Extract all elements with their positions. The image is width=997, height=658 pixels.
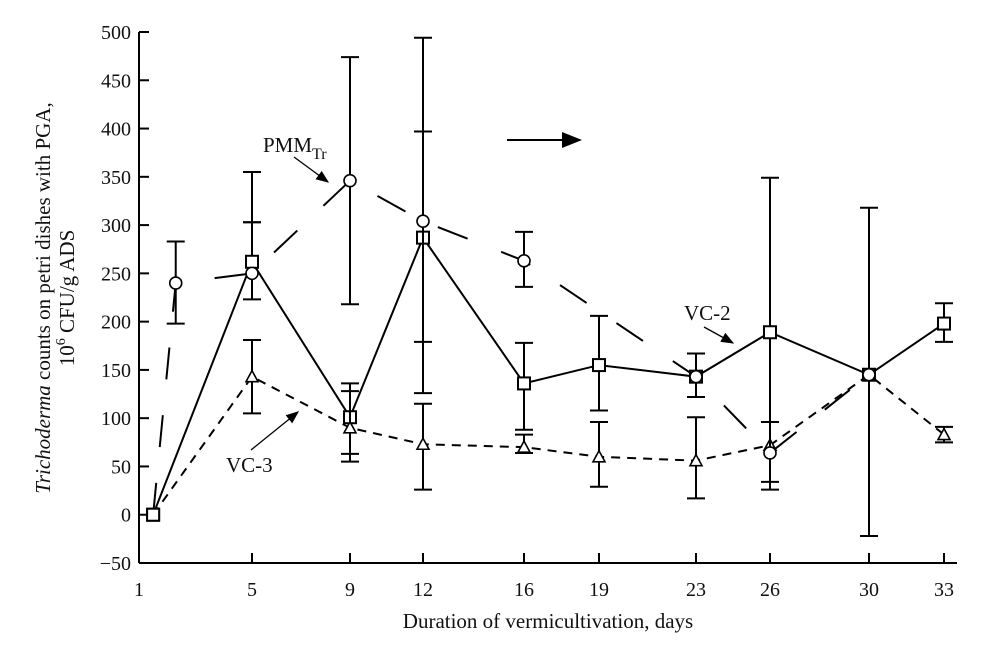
x-tick-label: 19 xyxy=(589,579,609,601)
y-axis-unit-exponent: 6 xyxy=(54,338,69,345)
series-vc-3 xyxy=(152,338,953,516)
marker-circle xyxy=(517,254,531,268)
marker-triangle xyxy=(591,449,607,463)
y-tick-label: 200 xyxy=(101,312,131,334)
y-tick-label: 50 xyxy=(111,456,131,478)
marker-triangle xyxy=(688,452,704,467)
marker-circle xyxy=(343,173,357,188)
axes: −50 0 50 100 150 200 250 300 350 400 450 500 1 5 9 12 16… xyxy=(100,22,957,601)
marker-circle xyxy=(689,369,703,384)
vc-2-arrow xyxy=(703,326,735,344)
series-layer xyxy=(146,36,953,537)
vc-3-arrow xyxy=(250,411,300,451)
y-tick-label: 100 xyxy=(101,408,131,430)
y-axis-title-italic: Trichoderma xyxy=(31,385,55,494)
marker-circle xyxy=(168,276,183,290)
x-tick-label: 30 xyxy=(859,579,879,601)
y-tick-label: 500 xyxy=(101,22,131,44)
y-tick-label: 450 xyxy=(101,70,131,92)
label-pmm-subscript: Tr xyxy=(312,146,327,163)
marker-triangle xyxy=(244,368,260,383)
series-line xyxy=(152,235,945,516)
marker-square xyxy=(763,325,777,340)
y-axis-title: Trichoderma counts on petri dishes with … xyxy=(31,102,79,493)
x-axis-title: Duration of vermicultivation, days xyxy=(403,609,693,633)
series-line xyxy=(152,373,945,516)
marker-square xyxy=(245,254,259,269)
marker-circle xyxy=(245,266,259,281)
marker-square xyxy=(592,358,606,373)
label-vc-2: VC-2 xyxy=(684,301,731,325)
x-tick-label: 26 xyxy=(760,579,780,601)
marker-square xyxy=(146,507,161,522)
marker-triangle xyxy=(342,420,358,434)
y-tick-label: 400 xyxy=(101,119,131,141)
y-tick-label: 300 xyxy=(101,215,131,237)
label-pmm-tr: PMMTr xyxy=(263,133,327,163)
x-tick-label: 12 xyxy=(413,579,433,601)
y-tick-label: 250 xyxy=(101,263,131,285)
series-pmm-tr xyxy=(152,56,876,515)
x-tick-label: 33 xyxy=(934,579,954,601)
marker-square xyxy=(517,376,531,391)
y-tick-label: 350 xyxy=(101,167,131,189)
marker-triangle xyxy=(936,426,952,441)
y-tick-label: −50 xyxy=(100,553,131,575)
marker-circle xyxy=(763,446,777,460)
annotations: PMMTr VC-2 VC-3 xyxy=(226,132,735,477)
y-tick-label: 150 xyxy=(101,360,131,382)
marker-square xyxy=(937,316,951,331)
y-axis-unit-suffix: CFU/g ADS xyxy=(55,230,79,339)
marker-circle xyxy=(416,214,430,229)
x-tick-label: 5 xyxy=(247,579,257,601)
x-tick-label: 9 xyxy=(345,579,355,601)
pmm-arrow xyxy=(293,156,330,183)
x-tick-label: 1 xyxy=(134,579,144,601)
marker-triangle xyxy=(415,436,431,451)
y-axis-title-rest: counts on petri dishes with PGA, xyxy=(31,102,55,385)
label-pmm-base: PMM xyxy=(263,133,312,157)
y-tick-label: 0 xyxy=(121,505,131,527)
series-line xyxy=(152,179,870,515)
y-axis-title-line1: Trichoderma counts on petri dishes with … xyxy=(31,102,55,493)
label-vc-3: VC-3 xyxy=(226,453,273,477)
x-tick-label: 23 xyxy=(686,579,706,601)
marker-circle xyxy=(862,367,876,382)
marker-triangle xyxy=(516,439,532,453)
y-axis-title-line2: 106 CFU/g ADS xyxy=(54,230,79,367)
y-axis-unit-base: 10 xyxy=(55,345,79,366)
x-tick-label: 16 xyxy=(514,579,534,601)
